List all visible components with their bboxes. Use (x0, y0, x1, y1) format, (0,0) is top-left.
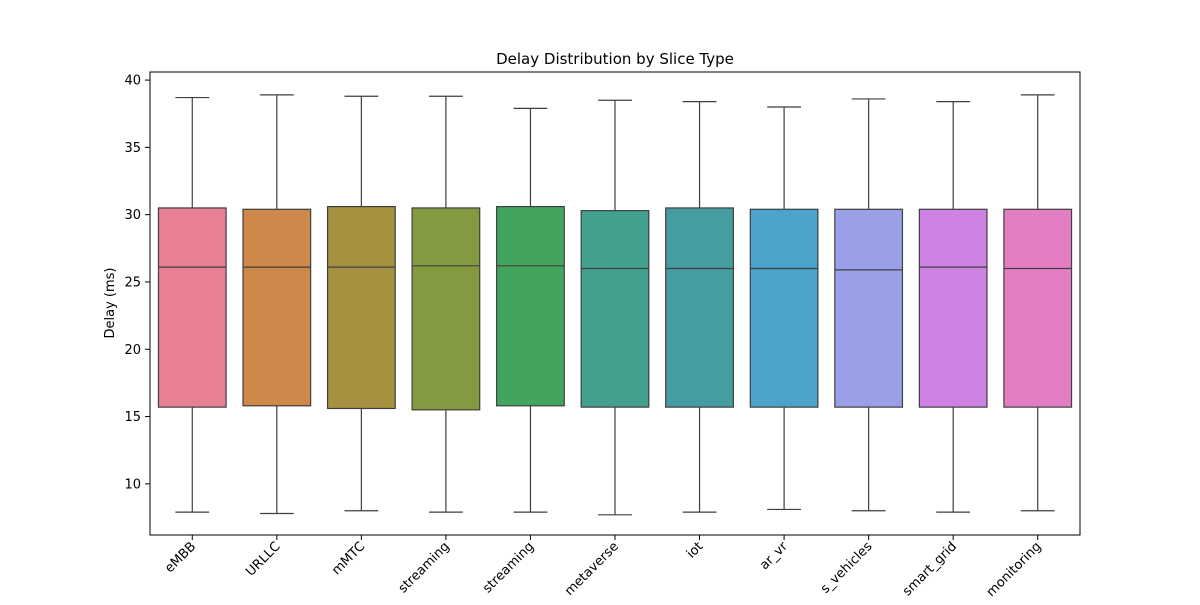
box-7 (665, 101, 734, 513)
x-tick-label: streaming (396, 539, 453, 596)
iqr-box (326, 205, 396, 410)
chart-title: Delay Distribution by Slice Type (496, 50, 734, 68)
x-tick-labels: eMBB URLLC mMTC streaming streaming metaverse… (162, 539, 1044, 600)
box-8 (749, 106, 819, 511)
iqr-box (834, 208, 904, 408)
y-tick-label: 30 (124, 208, 141, 223)
iqr-box (665, 207, 734, 408)
y-tick-label: 15 (124, 410, 141, 425)
box-6 (580, 99, 650, 516)
x-tick-label: ar_vr (757, 539, 791, 573)
x-tick-label: iot (684, 539, 706, 561)
iqr-box (157, 207, 227, 408)
iqr-box (242, 208, 312, 407)
x-tick-label: mMTC (329, 539, 368, 578)
box-4 (411, 95, 481, 513)
box-11 (1003, 94, 1073, 512)
iqr-box (411, 207, 481, 411)
y-tick-label: 10 (124, 477, 141, 492)
x-tick-label: monitoring (984, 539, 1045, 600)
box-1 (157, 96, 227, 513)
x-tick-label: streaming (480, 539, 537, 596)
x-tick-label: s_vehicles (818, 539, 876, 597)
x-tick-label: smart_grid (900, 539, 960, 599)
y-tick-label: 25 (124, 275, 141, 290)
x-tick-label: URLLC (243, 539, 283, 579)
box-10 (918, 101, 988, 513)
x-tick-label: eMBB (162, 539, 199, 576)
plot-layer: 10 15 20 25 30 35 40 eMBB URLLC mMTC streaming stre… (124, 71, 1081, 600)
iqr-box (496, 205, 565, 407)
box-9 (834, 98, 904, 512)
y-axis-title: Delay (ms) (103, 268, 118, 339)
iqr-box (918, 208, 988, 408)
y-tick-label: 20 (124, 343, 141, 358)
box-5 (496, 107, 565, 513)
box-3 (326, 95, 396, 512)
box-2 (242, 94, 312, 515)
y-tick-label: 40 (124, 74, 141, 89)
iqr-box (749, 208, 819, 408)
iqr-box (580, 210, 650, 408)
iqr-box (1003, 208, 1073, 408)
x-tick-label: metaverse (562, 539, 622, 599)
y-tick-label: 35 (124, 141, 141, 156)
